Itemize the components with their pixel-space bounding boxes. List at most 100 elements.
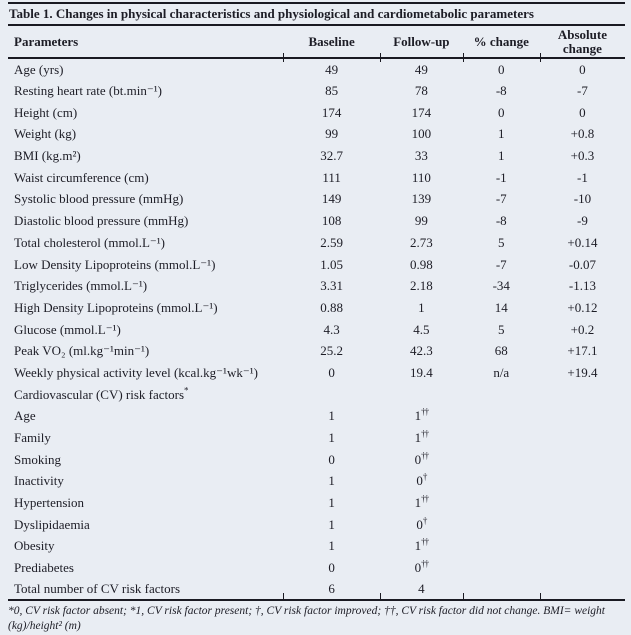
baseline-value: 1 — [328, 538, 335, 554]
followup-cell: 1†† — [380, 405, 463, 427]
baseline-value: 111 — [322, 169, 341, 185]
pct-change-value — [463, 470, 540, 492]
pct-change-value: 1 — [498, 148, 505, 164]
pct-change-value: -7 — [495, 256, 507, 272]
abs-change-value: +0.12 — [567, 299, 598, 315]
change-marker: †† — [421, 558, 429, 569]
followup-value: 1 — [418, 299, 425, 315]
table-row: High Density Lipoproteins (mmol.L⁻¹) 0.8… — [8, 297, 625, 319]
table-row: BMI (kg.m²) 32.7 33 1 +0.3 — [8, 145, 625, 167]
parameter-name: BMI (kg.m²) — [14, 148, 81, 164]
followup-cell: 0† — [380, 513, 463, 535]
risk-factor-row: Age 1 1†† — [8, 405, 625, 427]
change-marker: † — [422, 515, 427, 526]
abs-change-value: +19.4 — [567, 364, 598, 380]
risk-factor-row: Obesity 1 1†† — [8, 535, 625, 557]
pct-change-value — [463, 427, 540, 449]
change-marker: †† — [421, 450, 429, 461]
pct-change-value: -1 — [495, 169, 507, 185]
parameter-name: Inactivity — [14, 473, 64, 489]
followup-value: 1 — [414, 408, 422, 424]
abs-change-value — [540, 448, 625, 470]
abs-change-value — [540, 579, 625, 601]
abs-change-value: -1 — [576, 169, 588, 185]
followup-cell: 1†† — [380, 535, 463, 557]
followup-value: 0 — [416, 473, 423, 489]
table-row: Total cholesterol (mmol.L⁻¹) 2.59 2.73 5… — [8, 232, 625, 254]
abs-change-value: -7 — [576, 83, 588, 99]
pct-change-value — [463, 557, 540, 579]
parameter-name: Triglycerides (mmol.L⁻¹) — [14, 278, 148, 294]
table-row: Diastolic blood pressure (mmHg) 108 99 -… — [8, 210, 625, 232]
followup-value: 100 — [411, 126, 432, 142]
baseline-value: 25.2 — [320, 343, 343, 359]
followup-value: 2.73 — [409, 234, 433, 250]
followup-value: 4.5 — [413, 321, 430, 337]
pct-change-value: -7 — [495, 191, 507, 207]
abs-change-value — [540, 557, 625, 579]
baseline-value: 174 — [321, 104, 342, 120]
column-header-followup: Follow-up — [380, 26, 464, 62]
parameter-name: Systolic blood pressure (mmHg) — [14, 191, 184, 207]
baseline-value: 108 — [321, 213, 342, 229]
pct-change-value: 0 — [498, 104, 505, 120]
total-row: Total number of CV risk factors 6 4 — [8, 579, 625, 601]
baseline-value: 149 — [321, 191, 342, 207]
followup-value: 0 — [414, 451, 422, 467]
table-row: Glucose (mmol.L⁻¹) 4.3 4.5 5 +0.2 — [8, 318, 625, 340]
baseline-value: 49 — [325, 61, 339, 77]
abs-change-value: +0.14 — [567, 234, 598, 250]
table-row: Low Density Lipoproteins (mmol.L⁻¹) 1.05… — [8, 253, 625, 275]
followup-value: 42.3 — [409, 343, 433, 359]
abs-change-value: 0 — [579, 104, 586, 120]
baseline-value: 6 — [283, 579, 381, 601]
baseline-value: 1 — [328, 408, 335, 424]
parameter-name: Total number of CV risk factors — [8, 579, 285, 601]
risk-factor-row: Prediabetes 0 0†† — [8, 557, 625, 579]
abs-change-value: -10 — [573, 191, 592, 207]
section-title-label: Cardiovascular (CV) risk factors — [14, 386, 185, 402]
baseline-value: 1 — [328, 473, 335, 489]
followup-cell: 0†† — [380, 448, 463, 470]
parameter-name: Low Density Lipoproteins (mmol.L⁻¹) — [14, 256, 216, 272]
baseline-value: 32.7 — [320, 148, 343, 164]
abs-change-value — [540, 470, 625, 492]
change-marker: †† — [421, 493, 429, 504]
table-header: Parameters Baseline Follow-up % change A… — [8, 26, 625, 62]
risk-factor-row: Dyslipidaemia 1 0† — [8, 513, 625, 535]
pct-change-value: 1 — [498, 126, 505, 142]
baseline-value: 0 — [328, 364, 335, 380]
baseline-value: 0 — [328, 451, 335, 467]
pct-change-value: 0 — [498, 61, 505, 77]
followup-value: 99 — [414, 213, 428, 229]
followup-cell: 0†† — [380, 557, 463, 579]
baseline-value: 85 — [325, 83, 339, 99]
pct-change-value — [463, 579, 541, 601]
section-title: Cardiovascular (CV) risk factors* — [8, 383, 625, 405]
pct-change-value: n/a — [493, 364, 510, 380]
abs-change-value: -9 — [576, 213, 588, 229]
followup-value: 33 — [414, 148, 428, 164]
followup-cell: 1†† — [380, 492, 463, 514]
abs-change-value — [540, 513, 625, 535]
pct-change-value: 5 — [498, 234, 505, 250]
abs-change-value — [540, 492, 625, 514]
parameter-name: Family — [14, 430, 51, 446]
table-row: Triglycerides (mmol.L⁻¹) 3.31 2.18 -34 -… — [8, 275, 625, 297]
pct-change-value: -8 — [495, 213, 507, 229]
baseline-value: 1 — [328, 516, 335, 532]
followup-value: 0 — [414, 560, 422, 576]
parameter-name: Smoking — [14, 451, 61, 467]
parameters-table: Parameters Baseline Follow-up % change A… — [8, 26, 625, 602]
parameter-name: Diastolic blood pressure (mmHg) — [14, 213, 189, 229]
abs-change-value: +17.1 — [567, 343, 598, 359]
baseline-value: 2.59 — [320, 234, 343, 250]
table-row: Resting heart rate (bt.min⁻¹) 85 78 -8 -… — [8, 80, 625, 102]
table-title: Table 1. Changes in physical characteris… — [8, 2, 625, 26]
parameter-name: Resting heart rate (bt.min⁻¹) — [14, 83, 162, 99]
followup-value: 78 — [414, 83, 428, 99]
parameter-name: Dyslipidaemia — [14, 516, 90, 532]
risk-factor-row: Inactivity 1 0† — [8, 470, 625, 492]
followup-value: 110 — [411, 169, 431, 185]
